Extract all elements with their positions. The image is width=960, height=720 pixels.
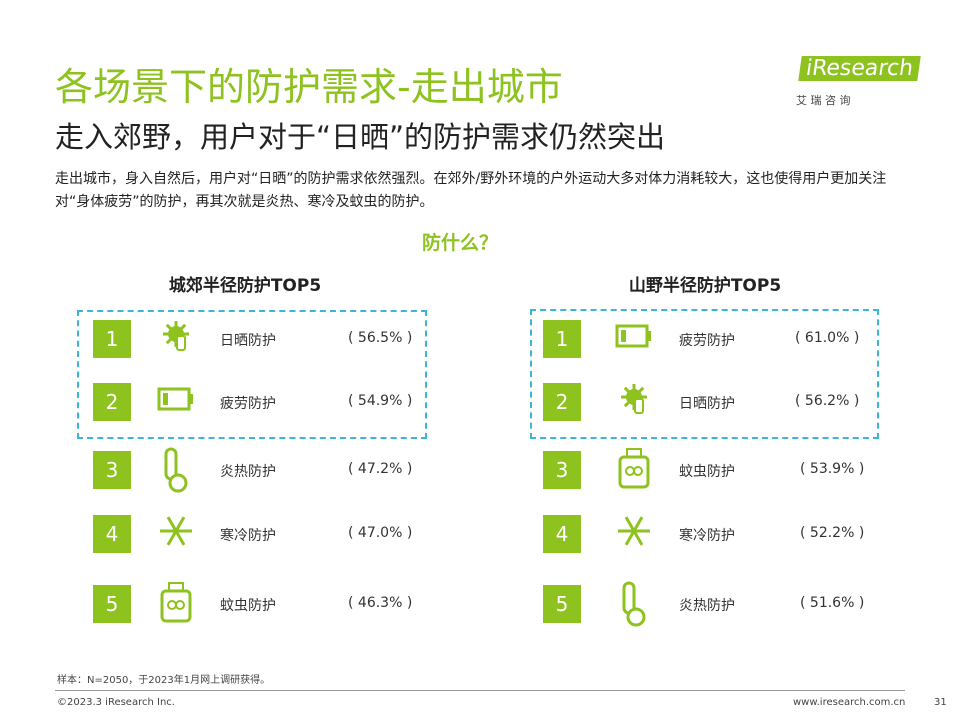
- item-value: ( 52.2% ): [800, 525, 865, 541]
- question: 防什么？: [421, 232, 498, 254]
- item-value: ( 56.2% ): [795, 393, 860, 409]
- icon-graphic: [160, 516, 192, 546]
- item-label: 寒冷防护: [679, 528, 735, 544]
- icon: [614, 379, 654, 425]
- item-label: 日晒防护: [220, 333, 276, 349]
- copyright: ©2023.3 iResearch Inc.: [57, 697, 175, 708]
- icon-graphic: [618, 516, 650, 546]
- item-value: ( 46.3% ): [348, 595, 413, 611]
- footer-rule: [55, 690, 905, 691]
- rank-badge: 4: [543, 515, 581, 553]
- icon: [156, 316, 196, 362]
- rank-badge: 3: [543, 451, 581, 489]
- item-value: ( 47.2% ): [348, 461, 413, 477]
- note: 样本：N=2050，于2023年1月网上调研获得。: [57, 675, 271, 686]
- icon-graphic: [163, 321, 189, 351]
- icon: [614, 581, 654, 627]
- item-label: 蚊虫防护: [220, 598, 276, 614]
- description: 走出城市，身入自然后，用户对“日晒”的防护需求依然强烈。在郊外/野外环境的户外运…: [55, 171, 887, 210]
- url: www.iresearch.com.cn: [793, 697, 906, 708]
- item-label: 疲劳防护: [679, 333, 735, 349]
- icon-graphic: [157, 387, 193, 411]
- item-label: 疲劳防护: [220, 396, 276, 412]
- item-value: ( 61.0% ): [795, 330, 860, 346]
- rank-badge: 1: [93, 320, 131, 358]
- item-value: ( 51.6% ): [800, 595, 865, 611]
- subtitle: 走入郊野，用户对于“日晒”的防护需求仍然突出: [55, 120, 666, 154]
- item-label: 炎热防护: [679, 598, 735, 614]
- item-value: ( 53.9% ): [800, 461, 865, 477]
- icon-graphic: [622, 581, 646, 627]
- highlight-box: [530, 309, 879, 439]
- item-label: 炎热防护: [220, 464, 276, 480]
- icon: [614, 316, 654, 362]
- icon: [156, 511, 196, 557]
- item-value: ( 47.0% ): [348, 525, 413, 541]
- rank-badge: 5: [543, 585, 581, 623]
- title: 各场景下的防护需求-走出城市: [55, 65, 563, 109]
- rank-badge: 5: [93, 585, 131, 623]
- icon: [614, 447, 654, 493]
- icon: [156, 379, 196, 425]
- panel-title: 城郊半径防护TOP5: [168, 276, 322, 296]
- brand-sub: 艾 瑞 咨 询: [796, 94, 851, 107]
- icon-graphic: [160, 582, 192, 623]
- icon-graphic: [164, 447, 188, 493]
- icon-graphic: [621, 384, 647, 414]
- icon-graphic: [615, 324, 651, 348]
- icon: [614, 511, 654, 557]
- highlight-box: [77, 310, 427, 439]
- brand: iResearch: [798, 56, 921, 81]
- item-label: 寒冷防护: [220, 528, 276, 544]
- page-number: 31: [934, 697, 947, 708]
- item-label: 蚊虫防护: [679, 464, 735, 480]
- icon: [156, 447, 196, 493]
- item-value: ( 54.9% ): [348, 393, 413, 409]
- icon: [156, 581, 196, 627]
- panel-title: 山野半径防护TOP5: [628, 276, 782, 296]
- item-label: 日晒防护: [679, 396, 735, 412]
- icon-graphic: [618, 448, 650, 489]
- rank-badge: 2: [93, 383, 131, 421]
- rank-badge: 1: [543, 320, 581, 358]
- item-value: ( 56.5% ): [348, 330, 413, 346]
- rank-badge: 3: [93, 451, 131, 489]
- rank-badge: 2: [543, 383, 581, 421]
- rank-badge: 4: [93, 515, 131, 553]
